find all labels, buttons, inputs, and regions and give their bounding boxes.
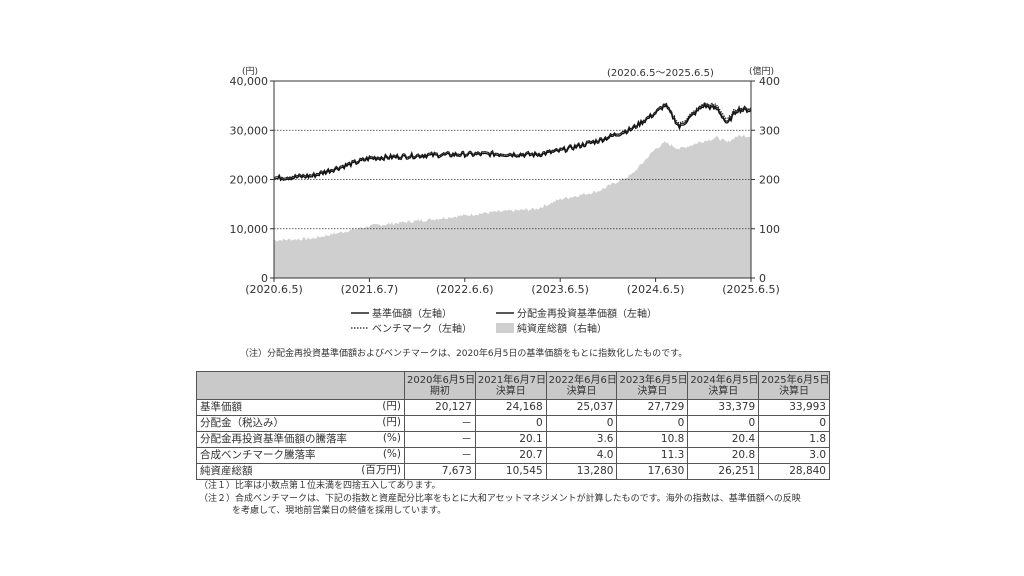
left-tick-label: 20,000 <box>230 174 269 187</box>
grid-layer <box>274 129 751 230</box>
table-cell: 26,251 <box>687 463 760 480</box>
note-2a: （注２）合成ベンチマークは、下記の指数と資産配分比率をもとに大和アセットマネジメ… <box>199 494 801 504</box>
net-assets-area-layer <box>274 134 751 278</box>
table-cell: 20.7 <box>474 447 547 464</box>
table-cell: 0 <box>687 415 760 432</box>
x-tick-label: (2020.6.5) <box>245 283 303 296</box>
table-cell: 3.0 <box>758 447 830 464</box>
table-row: 分配金（税込み） (円) － 0 0 0 0 0 <box>196 415 830 432</box>
right-tick-label: 400 <box>759 75 780 88</box>
chart-note: （注）分配金再投資基準価額およびベンチマークは、2020年6月5日の基準価額をも… <box>240 349 688 359</box>
nav-line <box>273 103 752 182</box>
legend-swatch-net-assets <box>496 323 514 333</box>
chart: 40,00030,00020,00010,00004003002001000(2… <box>230 75 781 335</box>
legend-label-net-assets: 純資産総額（右軸） <box>517 322 607 335</box>
table-cell: 4.0 <box>545 447 618 464</box>
right-tick-label: 300 <box>759 124 780 137</box>
table-header-cell: 2025年6月5日 決算日 <box>758 371 830 400</box>
table-cell: 0 <box>616 415 689 432</box>
left-tick-label: 40,000 <box>230 75 269 88</box>
right-tick-label: 100 <box>759 223 780 236</box>
table-cell: － <box>404 415 476 432</box>
table-header-cell: 2021年6月7日 決算日 <box>474 371 547 400</box>
table-cell: 17,630 <box>616 463 689 480</box>
table-cell: 20.1 <box>474 431 547 448</box>
period-label: (2020.6.5～2025.6.5) <box>607 68 714 79</box>
table-cell: 25,037 <box>545 399 618 416</box>
legend-label-nav: 基準価額（左軸） <box>372 307 452 320</box>
table-cell: － <box>404 431 476 448</box>
x-tick-label: (2023.6.5) <box>531 283 589 296</box>
table-header-cell: 2022年6月6日 決算日 <box>545 371 618 400</box>
table-row: 基準価額 (円) 20,127 24,168 25,037 27,729 33,3… <box>196 399 830 416</box>
table-row: 分配金再投資基準価額の騰落率 (%) － 20.1 3.6 10.8 20.4 1… <box>196 431 830 448</box>
row-label: 分配金（税込み） (円) <box>196 415 405 432</box>
note-2b: を考慮して、現地前営業日の終値を採用しています。 <box>232 506 447 516</box>
table-cell: 28,840 <box>758 463 830 480</box>
x-tick-label: (2025.6.5) <box>722 283 780 296</box>
right-tick-label: 200 <box>759 174 780 187</box>
table-cell: － <box>404 447 476 464</box>
table-cell: 7,673 <box>404 463 476 480</box>
left-tick-label: 0 <box>261 272 268 285</box>
table-cell: 20.4 <box>687 431 760 448</box>
performance-table: 2020年6月5日 期初 2021年6月7日 決算日 2022年6月6日 決算日 20… <box>196 371 830 480</box>
table-header-cell: 2020年6月5日 期初 <box>404 371 476 400</box>
price-lines-layer <box>273 101 752 182</box>
table-row: 純資産総額 (百万円) 7,673 10,545 13,280 17,630 26… <box>196 463 830 480</box>
left-tick-label: 10,000 <box>230 223 269 236</box>
left-tick-label: 30,000 <box>230 124 269 137</box>
reinvested-nav-line <box>273 101 752 180</box>
table-header-cell: 2024年6月5日 決算日 <box>687 371 760 400</box>
row-label: 合成ベンチマーク騰落率 (%) <box>196 447 405 464</box>
net-assets-area <box>274 134 751 278</box>
table-cell: 10.8 <box>616 431 689 448</box>
table-cell: 33,379 <box>687 399 760 416</box>
legend-label-benchmark: ベンチマーク（左軸） <box>372 322 472 335</box>
note-1: （注１）比率は小数点第１位未満を四捨五入してあります。 <box>199 481 441 491</box>
right-axis-unit: (億円) <box>749 67 775 77</box>
row-label: 分配金再投資基準価額の騰落率 (%) <box>196 431 405 448</box>
table-row: 合成ベンチマーク騰落率 (%) － 20.7 4.0 11.3 20.8 3.0 <box>196 447 830 464</box>
table-cell: 10,545 <box>474 463 547 480</box>
x-tick-label: (2024.6.5) <box>627 283 685 296</box>
table-cell: 1.8 <box>758 431 830 448</box>
x-tick-label: (2022.6.6) <box>436 283 494 296</box>
table-cell: 27,729 <box>616 399 689 416</box>
row-label: 基準価額 (円) <box>196 399 405 416</box>
table-cell: 0 <box>545 415 618 432</box>
x-tick-label: (2021.6.7) <box>341 283 399 296</box>
legend: 基準価額（左軸） 分配金再投資基準価額（左軸） ベンチマーク（左軸） 純資産総額… <box>351 307 657 335</box>
table-header-row: 2020年6月5日 期初 2021年6月7日 決算日 2022年6月6日 決算日 20… <box>196 371 830 400</box>
table-cell: 33,993 <box>758 399 830 416</box>
table-header-blank <box>196 371 405 400</box>
table-cell: 20,127 <box>404 399 476 416</box>
axis-ticks: 40,00030,00020,00010,00004003002001000(2… <box>230 75 781 296</box>
row-label: 純資産総額 (百万円) <box>196 463 405 480</box>
table-cell: 24,168 <box>474 399 547 416</box>
table-cell: 13,280 <box>545 463 618 480</box>
table-cell: 0 <box>758 415 830 432</box>
table-cell: 20.8 <box>687 447 760 464</box>
table-cell: 0 <box>474 415 547 432</box>
table-cell: 3.6 <box>545 431 618 448</box>
right-tick-label: 0 <box>759 272 766 285</box>
table-cell: 11.3 <box>616 447 689 464</box>
left-axis-unit: (円) <box>242 67 259 77</box>
legend-label-reinvested: 分配金再投資基準価額（左軸） <box>517 307 657 320</box>
table-header-cell: 2023年6月5日 決算日 <box>616 371 689 400</box>
